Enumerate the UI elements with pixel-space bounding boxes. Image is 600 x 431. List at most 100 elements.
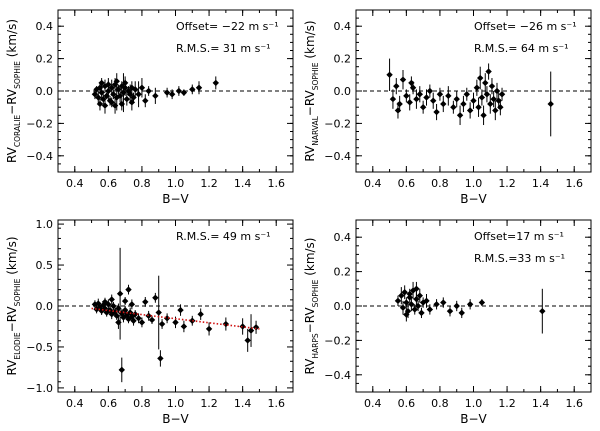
coralie-data-point [98, 89, 105, 96]
elodie-y-label-unit: (km/s) [5, 236, 19, 278]
coralie-data-point [118, 82, 125, 90]
harps-data-point [399, 304, 407, 311]
harps-ytick-label: −0.2 [324, 334, 351, 347]
elodie-xtick-label: 0.6 [100, 397, 118, 410]
elodie-data-point [244, 337, 251, 344]
elodie-data-point [116, 290, 124, 297]
harps-y-label-sub-2: SOPHIE [311, 279, 320, 307]
harps-ytick-label: 0.4 [334, 231, 352, 244]
narval-y-axis-label: RVNARVAL−RVSOPHIE (km/s) [303, 20, 320, 161]
coralie-data-point [175, 87, 183, 95]
coralie-data-point [121, 79, 129, 87]
coralie-xtick-label: 0.4 [66, 177, 84, 190]
coralie-panel: 0.4 0.6 0.8 1.0 1.2 1.4 1.6 −0.4 −0.2 0.0 0.2 0.4 Of… [5, 9, 294, 206]
coralie-data-point [135, 91, 142, 98]
coralie-data-point [125, 87, 132, 95]
harps-data-point [539, 307, 546, 315]
coralie-xtick-label: 0.6 [100, 177, 118, 190]
elodie-y-label-sub-2: SOPHIE [13, 278, 22, 306]
coralie-data-point [111, 102, 119, 109]
narval-data-point [396, 100, 403, 108]
coralie-data-point [98, 79, 105, 87]
narval-data-point [547, 100, 554, 108]
coralie-data-point [212, 79, 219, 87]
narval-xtick-label: 0.6 [398, 177, 416, 190]
harps-x-axis-label: B−V [460, 412, 487, 426]
narval-data-point [473, 84, 481, 91]
elodie-data-point [252, 324, 260, 331]
harps-data-point [401, 289, 408, 296]
coralie-data-point [111, 81, 119, 88]
coralie-data-point [100, 95, 107, 103]
narval-data-point [475, 104, 482, 111]
harps-data-point [426, 306, 434, 313]
elodie-data-point [95, 300, 102, 307]
coralie-ytick-label: 0.4 [36, 20, 54, 33]
coralie-ytick-label: 0.2 [36, 53, 54, 66]
narval-data-point [470, 97, 477, 104]
narval-data-point [440, 100, 447, 108]
coralie-ytick-label: −0.4 [26, 150, 53, 163]
coralie-data-point [110, 91, 117, 98]
elodie-data-point [132, 310, 139, 318]
elodie-data-point [138, 319, 146, 326]
harps-data-point [413, 285, 420, 292]
coralie-ytick-label: −0.2 [26, 117, 53, 130]
narval-y-label-main: RV [303, 145, 317, 162]
coralie-data-point [195, 84, 203, 91]
narval-data-point [478, 94, 486, 101]
narval-y-label-sub-1: NARVAL [311, 115, 320, 145]
coralie-data-point [180, 89, 188, 96]
elodie-y-label-mid: −RV [5, 306, 19, 333]
coralie-data-point [108, 99, 115, 106]
narval-ytick-label: 0.4 [334, 20, 352, 33]
elodie-ytick-label: 0.5 [36, 259, 54, 272]
narval-data-point [436, 91, 444, 98]
elodie-trend-line [91, 307, 260, 330]
narval-data-point [450, 104, 457, 111]
narval-data-point [406, 99, 413, 106]
coralie-data-point [106, 97, 114, 104]
coralie-data-point [132, 86, 139, 93]
narval-data-point [430, 97, 437, 104]
narval-y-label-unit: (km/s) [303, 20, 317, 62]
harps-ytick-label: 0.2 [334, 266, 352, 279]
coralie-data-point [128, 84, 136, 91]
narval-ytick-label: 0.0 [334, 85, 352, 98]
coralie-xtick-label: 1.2 [200, 177, 218, 190]
narval-xtick-label: 1.6 [565, 177, 583, 190]
narval-data-point [394, 107, 402, 114]
coralie-data-point [152, 92, 159, 100]
elodie-data-point [239, 323, 246, 330]
elodie-data-point [118, 366, 125, 374]
elodie-data-point [197, 310, 204, 318]
coralie-data-point [138, 84, 146, 91]
narval-data-point [445, 92, 452, 100]
harps-data-point [418, 309, 425, 317]
coralie-data-point [163, 89, 171, 96]
narval-data-point [485, 68, 492, 75]
elodie-ytick-label: −0.5 [26, 341, 53, 354]
harps-xtick-label: 1.4 [532, 397, 550, 410]
elodie-data-point [128, 301, 136, 308]
narval-data-point [482, 79, 489, 87]
narval-xtick-label: 1.0 [465, 177, 483, 190]
harps-y-label-main: RV [303, 358, 317, 375]
coralie-data-point [115, 86, 122, 93]
narval-y-label-mid: −RV [303, 89, 317, 116]
elodie-data-point [115, 319, 122, 326]
harps-annotation: R.M.S.=33 m s⁻¹ [474, 252, 565, 265]
harps-data-point [466, 301, 474, 308]
elodie-data-point [155, 309, 162, 316]
narval-data-point [399, 76, 407, 83]
harps-data-point [423, 297, 430, 305]
narval-data-point [453, 95, 460, 103]
narval-data-point [463, 91, 470, 98]
harps-ytick-label: −0.4 [324, 369, 351, 382]
harps-data-point [458, 309, 465, 317]
narval-data-point [403, 92, 410, 100]
narval-y-label-sub-2: SOPHIE [311, 62, 320, 90]
coralie-y-label-sub-1: CORALIE [13, 115, 22, 148]
coralie-xtick-label: 1.4 [234, 177, 252, 190]
narval-data-point [492, 107, 499, 114]
